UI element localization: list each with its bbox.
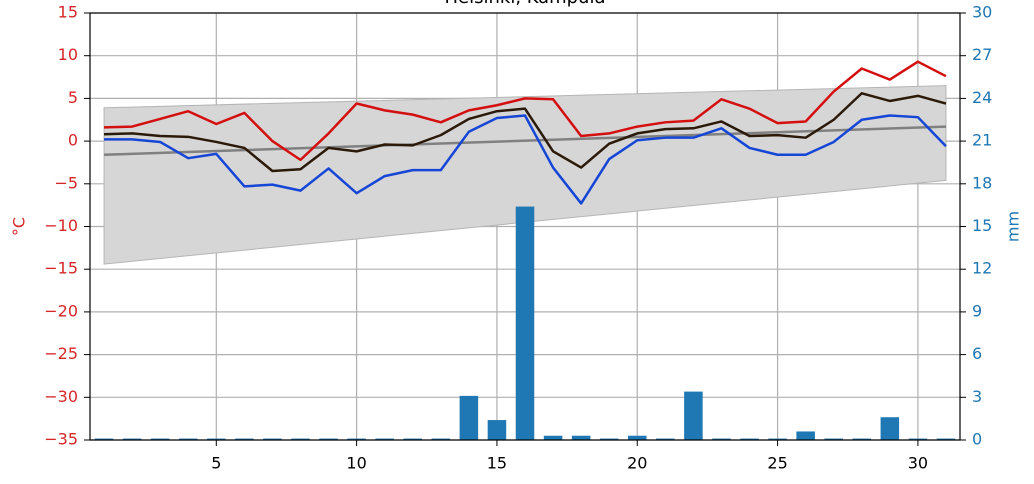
y-axis-label: °C	[10, 217, 29, 236]
temp-line	[103, 60, 947, 162]
precip-bar	[347, 438, 366, 440]
precip-bar	[235, 438, 254, 440]
y-tick-label: −30	[44, 387, 78, 406]
precip-bar	[375, 438, 394, 440]
y2-tick-label: 30	[972, 3, 992, 22]
precip-bar	[487, 420, 507, 440]
precip-bar	[515, 206, 535, 440]
precip-bar	[207, 438, 226, 440]
precip-bar	[599, 438, 619, 440]
precip-bar	[150, 438, 170, 440]
y-tick-label: 15	[58, 3, 78, 22]
y2-tick-label: 0	[972, 430, 982, 449]
y2-tick-label: 24	[972, 88, 992, 107]
precip-bar	[852, 438, 872, 440]
y-tick-label: 10	[58, 45, 78, 64]
precip-bar	[291, 438, 310, 440]
y-tick-label: −15	[44, 259, 78, 278]
precip-bar	[543, 435, 563, 440]
precip-bar	[263, 438, 282, 440]
y2-tick-label: 9	[972, 301, 982, 320]
climate-mean	[103, 125, 947, 157]
precip-bar	[936, 438, 956, 440]
y2-tick-label: 27	[972, 45, 992, 64]
y2-axis-label: mm	[1004, 211, 1023, 242]
temp-line	[104, 114, 947, 205]
y-tick-label: −10	[44, 216, 78, 235]
x-tick-label: 15	[487, 454, 507, 473]
precip-bar	[908, 438, 928, 440]
y2-tick-label: 6	[972, 344, 982, 363]
precip-bar	[403, 438, 423, 440]
precip-bar	[459, 395, 479, 440]
x-tick-label: 25	[767, 454, 787, 473]
precip-bar	[740, 438, 759, 440]
precip-bar	[712, 438, 731, 440]
x-tick-label: 30	[908, 454, 928, 473]
precip-bar	[768, 438, 787, 440]
precip-bar	[319, 438, 338, 440]
y2-tick-label: 3	[972, 387, 982, 406]
y-tick-label: 5	[68, 88, 78, 107]
precip-bar	[684, 391, 703, 440]
y2-tick-label: 18	[972, 173, 992, 192]
precip-bar	[431, 438, 451, 440]
precip-bar	[122, 438, 142, 440]
plot-frame	[89, 12, 961, 441]
y-tick-label: −20	[44, 301, 78, 320]
precip-bar	[627, 435, 647, 440]
y2-tick-label: 21	[972, 131, 992, 150]
climate-band	[103, 85, 947, 265]
y-tick-label: −25	[44, 344, 78, 363]
y2-tick-label: 15	[972, 216, 992, 235]
x-tick-label: 10	[346, 454, 366, 473]
precip-bar	[94, 438, 114, 440]
precip-bar	[571, 435, 591, 440]
y-tick-label: 0	[68, 131, 78, 150]
precip-bar	[656, 438, 675, 440]
precip-bar	[880, 417, 900, 440]
y-tick-label: −35	[44, 430, 78, 449]
chart-title: Helsinki, Kumpula	[445, 0, 606, 8]
y-tick-label: −5	[54, 173, 78, 192]
precip-bar	[824, 438, 843, 440]
x-tick-label: 5	[211, 454, 221, 473]
x-tick-label: 20	[627, 454, 647, 473]
precip-bar	[796, 431, 815, 440]
temp-line	[103, 92, 947, 173]
y2-tick-label: 12	[972, 259, 992, 278]
plot	[94, 60, 956, 440]
precip-bar	[178, 438, 198, 440]
